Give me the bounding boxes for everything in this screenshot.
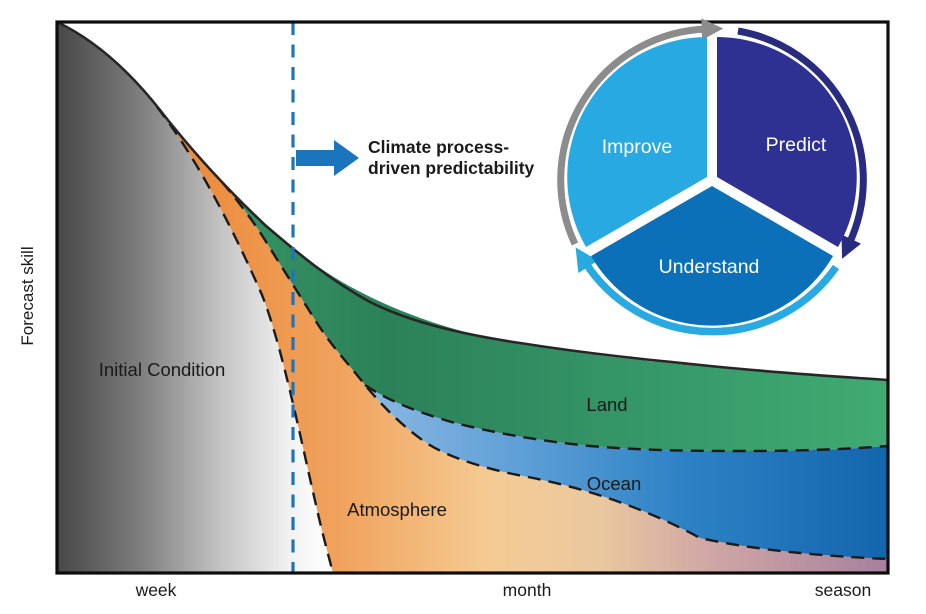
y-axis-label: Forecast skill — [18, 246, 37, 345]
label-atmosphere: Atmosphere — [347, 499, 447, 520]
cycle-label-improve: Improve — [602, 136, 672, 158]
right-arrow-icon — [296, 140, 359, 176]
cycle-diagram: Improve Predict Understand — [557, 18, 867, 336]
dashed-boundary-atmosphere-top — [221, 181, 889, 561]
x-tick-season: season — [815, 580, 871, 600]
region-atmosphere — [157, 107, 888, 573]
cycle-slice-improve — [567, 37, 707, 247]
axis-labels: Forecast skill week month season — [18, 246, 871, 600]
annotation-line-1: Climate process- — [368, 137, 509, 157]
total-skill-curve — [56, 20, 889, 382]
cycle-label-understand: Understand — [659, 256, 760, 278]
cycle-arrow-gray — [557, 18, 724, 246]
x-tick-month: month — [503, 580, 552, 600]
region-initial-condition — [57, 22, 333, 573]
label-ocean: Ocean — [587, 473, 642, 494]
cycle-arrow-lightblue — [575, 247, 840, 336]
region-land — [222, 182, 888, 451]
region-ocean — [365, 385, 888, 559]
dashed-boundary-initial-condition — [156, 106, 335, 574]
cycle-slice-understand — [591, 186, 833, 326]
label-initial-condition: Initial Condition — [99, 359, 226, 380]
plot-border — [55, 20, 890, 575]
x-tick-week: week — [135, 580, 177, 600]
label-land: Land — [586, 394, 627, 415]
annotation-climate-process: Climate process- driven predictability — [296, 137, 535, 178]
annotation-line-2: driven predictability — [368, 158, 535, 178]
cycle-arrow-navy — [737, 27, 867, 259]
cycle-label-predict: Predict — [766, 134, 827, 156]
dashed-boundary-ocean-top — [364, 384, 889, 453]
cycle-slice-predict — [717, 37, 857, 247]
plot-area: Initial Condition Atmosphere Land Ocean — [55, 20, 890, 575]
